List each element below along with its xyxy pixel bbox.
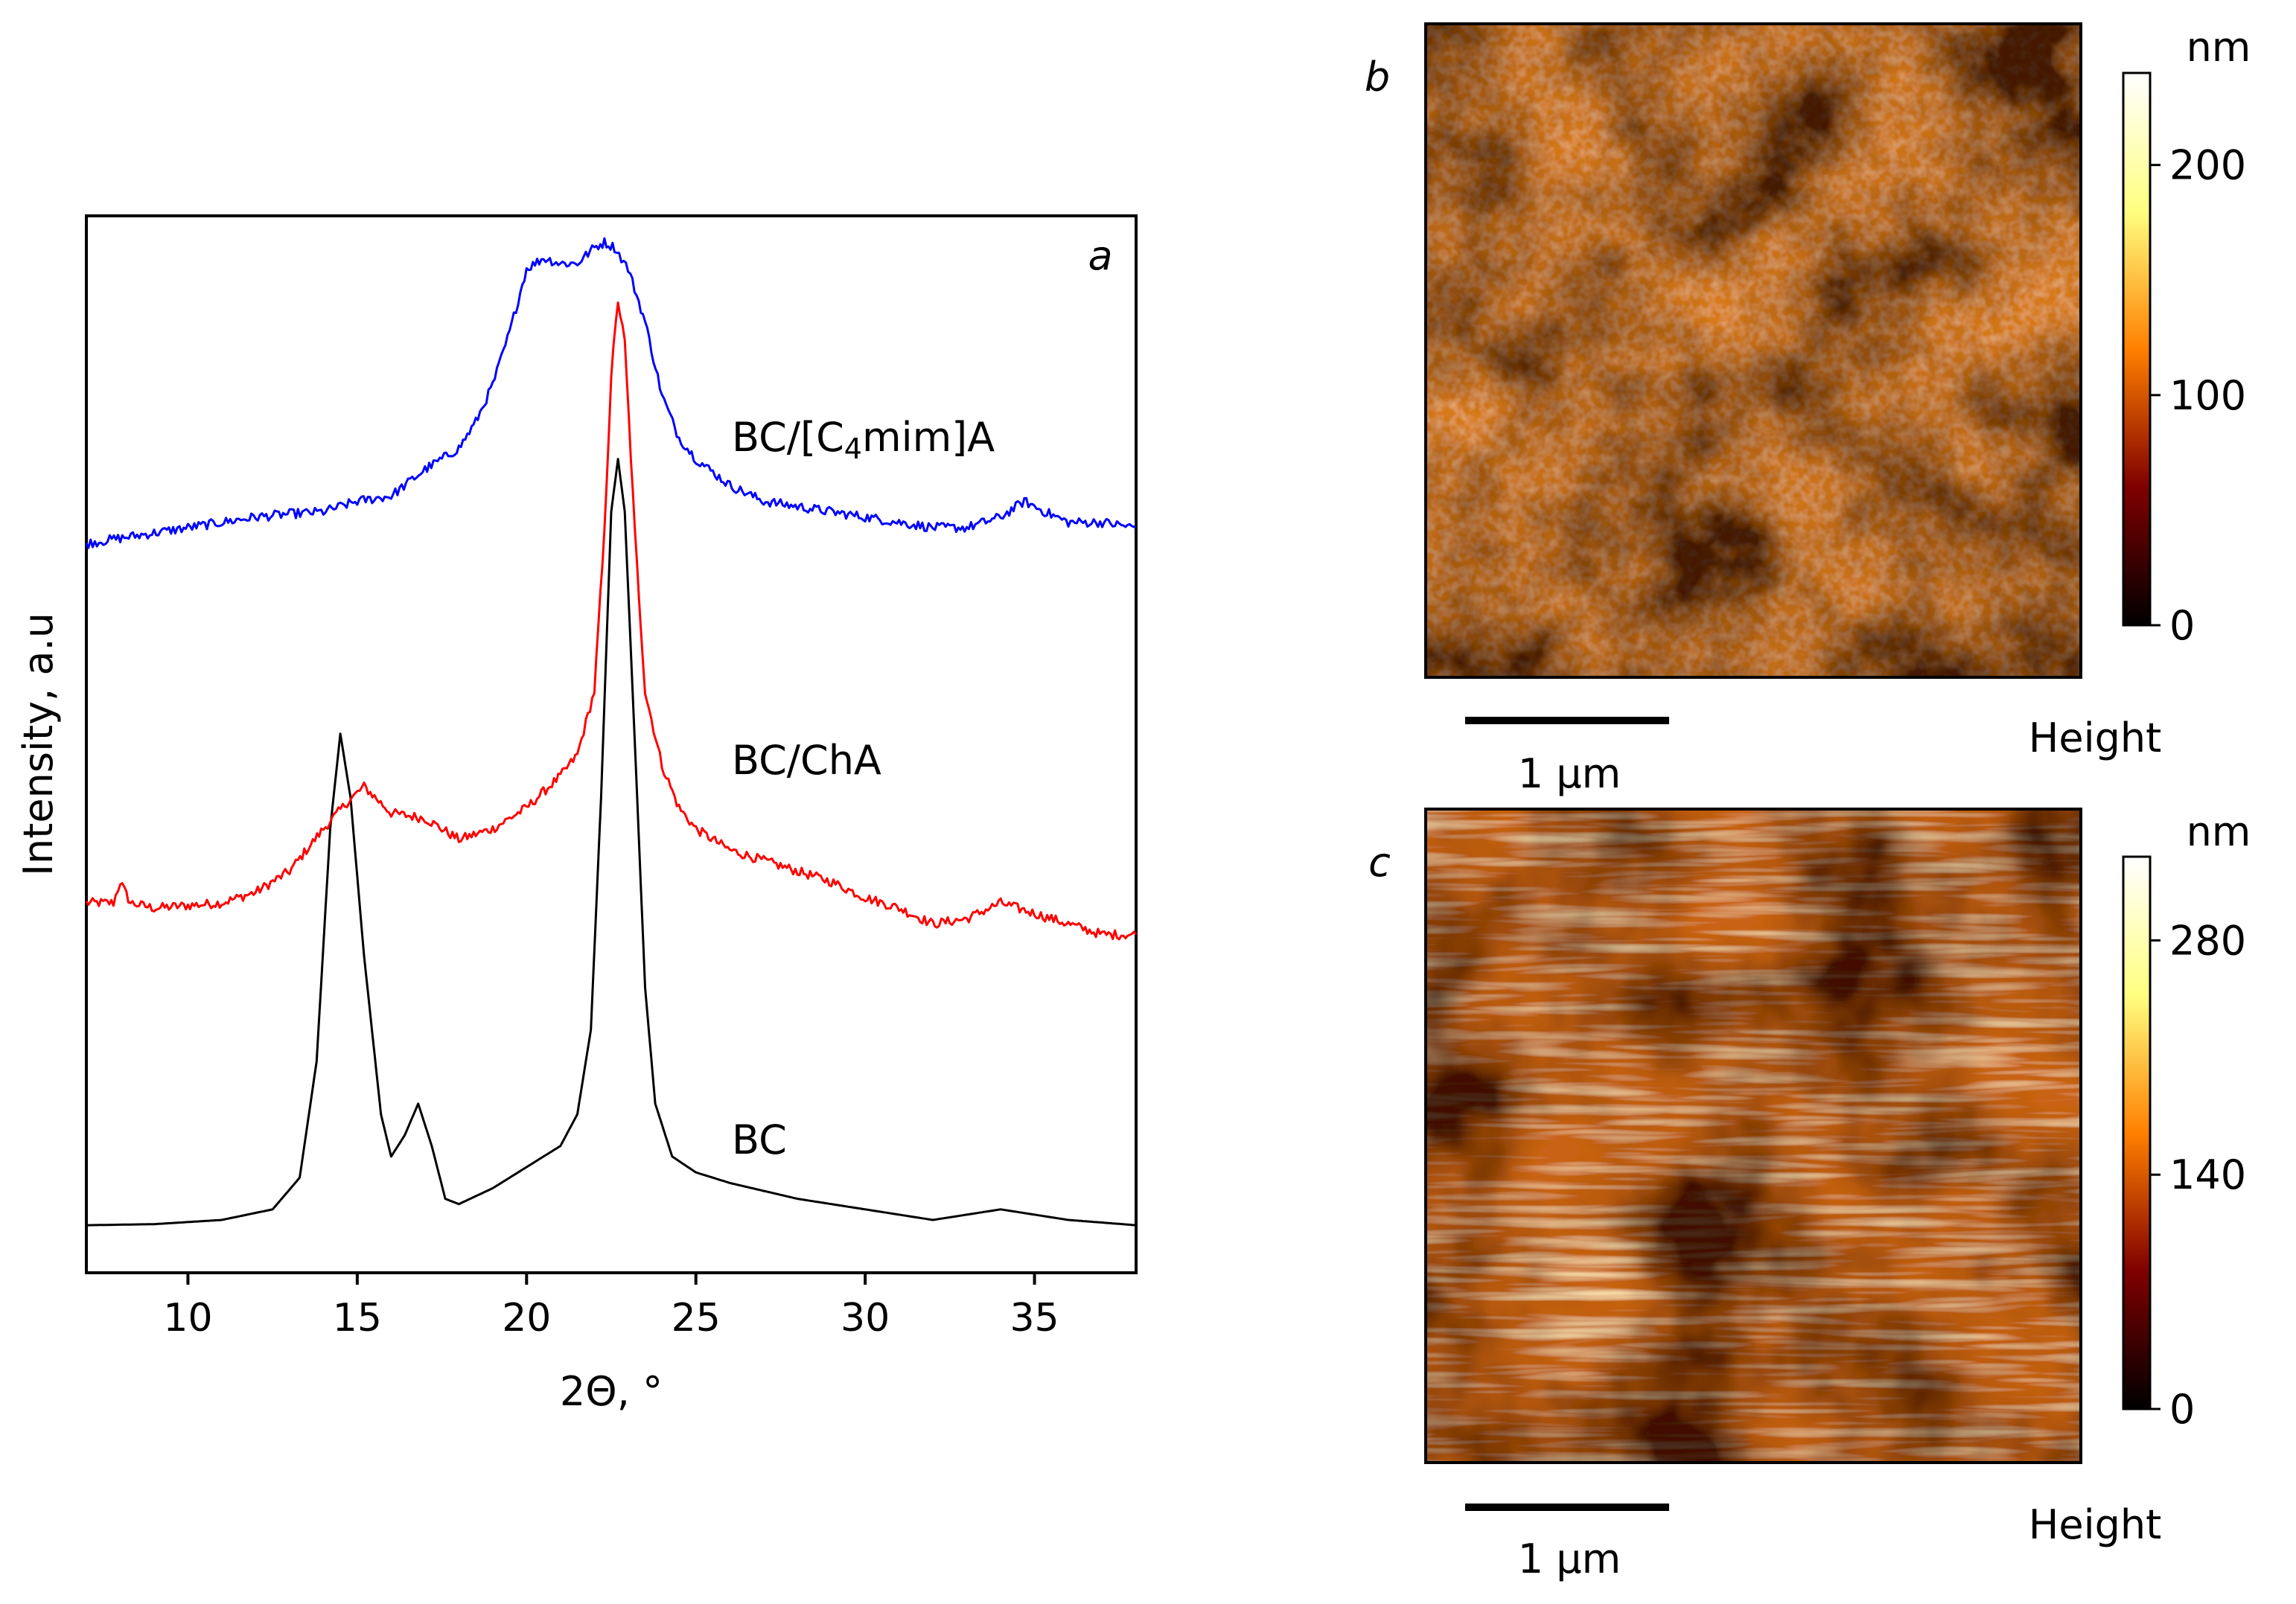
- x-tick-label: 30: [841, 1296, 890, 1341]
- afm-frame-c: [1424, 808, 2082, 1464]
- panel-letter-a: a: [1088, 232, 1112, 279]
- series-label-bc-cha: BC/ChA: [732, 737, 881, 784]
- series-label-bc-c4mim-a: BC/[C4mim]A: [732, 414, 995, 465]
- scale-bar-label-b: 1 μm: [1518, 750, 1621, 797]
- colorbar-unit-b: nm: [2187, 24, 2251, 71]
- colorbar-b: [2122, 71, 2152, 627]
- colorbar-tick-label: 140: [2169, 1151, 2246, 1198]
- series-line-bc-c4mim-a: [85, 237, 1137, 549]
- x-tick-label: 10: [163, 1296, 212, 1341]
- height-label-b: Height: [2029, 715, 2162, 761]
- x-tick-label: 25: [672, 1296, 721, 1341]
- colorbar-tick-label: 100: [2169, 372, 2246, 419]
- series-line-bc-cha: [85, 301, 1138, 941]
- series-lines: [85, 237, 1138, 1227]
- x-axis-ticks: 10 15 20 25 30 35: [163, 1273, 1059, 1341]
- x-tick-label: 15: [333, 1296, 382, 1341]
- afm-height-image-c: [1426, 809, 2081, 1463]
- height-label-c: Height: [2029, 1501, 2162, 1548]
- afm-frame-b: [1424, 22, 2082, 679]
- colorbar-tick-label: 0: [2169, 1386, 2195, 1433]
- x-tick-label: 20: [502, 1296, 551, 1341]
- x-tick-label: 35: [1010, 1296, 1059, 1341]
- x-axis-label: 2Θ, °: [560, 1368, 663, 1415]
- scale-bar-label-c: 1 μm: [1518, 1536, 1621, 1582]
- panel-letter-b: b: [1365, 54, 1390, 100]
- xrd-chart: 10 15 20 25 30 35 BC BC/ChA BC/[C4mim]A a 2Θ, °…: [15, 214, 1138, 1415]
- panel-letter-c: c: [1368, 839, 1391, 886]
- colorbar-ticks-c: 0 140 280: [2150, 917, 2246, 1433]
- colorbar-tick-label: 280: [2169, 917, 2246, 964]
- afm-height-image-b: [1426, 24, 2081, 677]
- colorbar-tick-label: 0: [2169, 602, 2195, 649]
- plot-frame: [85, 214, 1138, 1274]
- afm-panel-c: c 0 140 280 nm 1 μm Height: [1368, 808, 2251, 1582]
- series-labels: BC BC/ChA BC/[C4mim]A: [732, 414, 995, 1163]
- colorbar-tick-label: 200: [2169, 142, 2246, 189]
- colorbar-c: [2122, 855, 2152, 1410]
- colorbar-ticks-b: 0 100 200: [2150, 142, 2246, 649]
- series-label-bc: BC: [732, 1116, 787, 1163]
- y-axis-label: Intensity, a.u: [15, 613, 62, 876]
- series-line-bc: [86, 458, 1137, 1227]
- colorbar-unit-c: nm: [2187, 808, 2251, 855]
- afm-panel-b: b 0 100 200 nm 1 μm Height: [1365, 22, 2251, 797]
